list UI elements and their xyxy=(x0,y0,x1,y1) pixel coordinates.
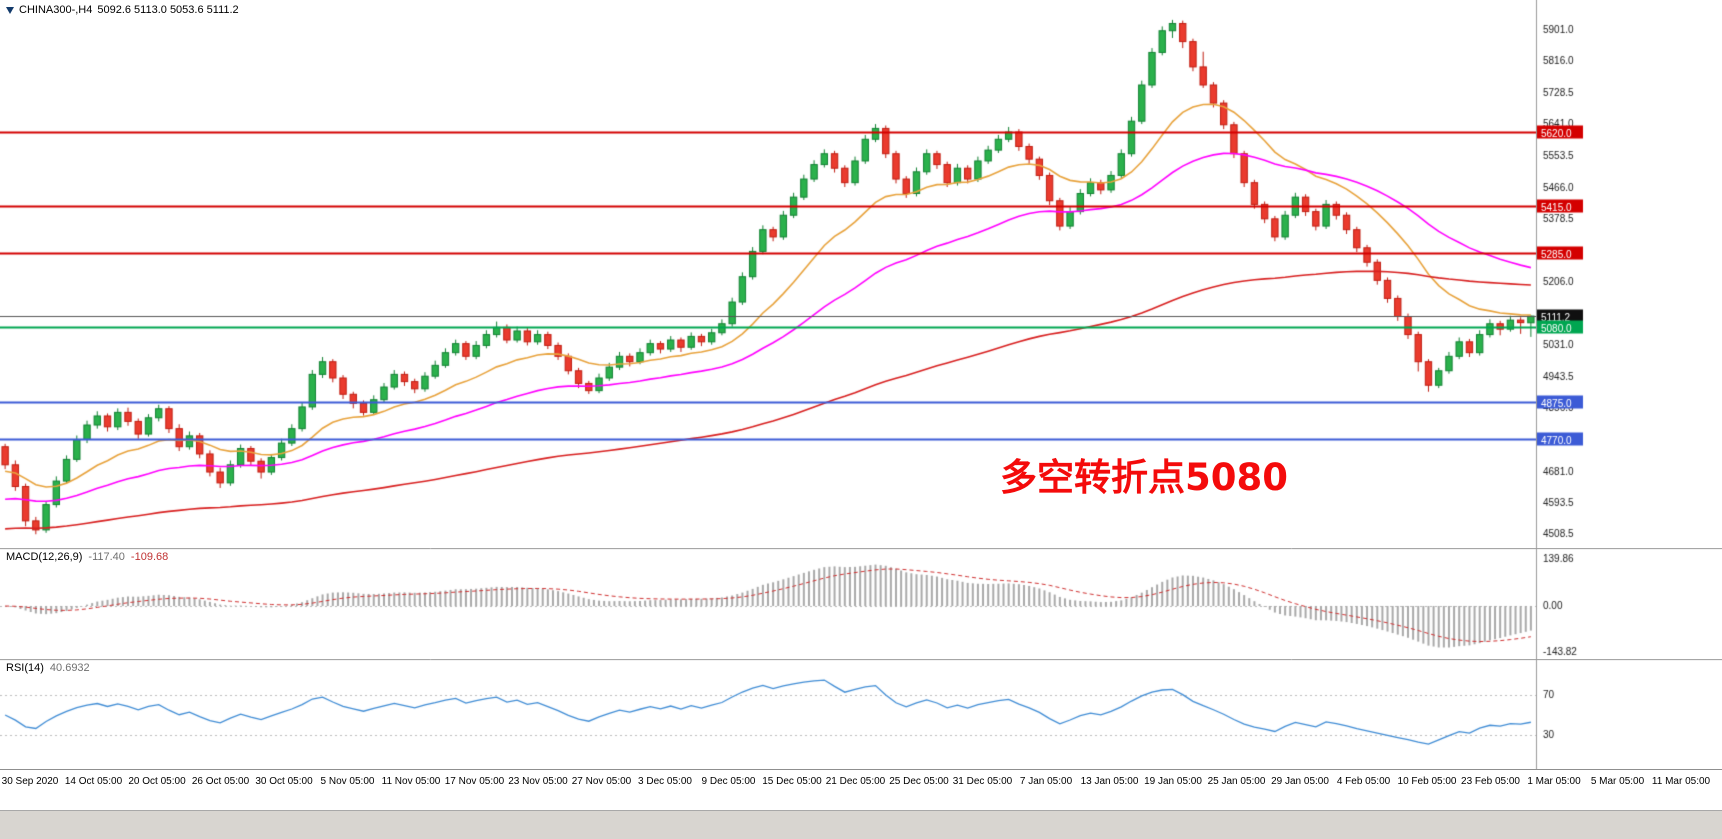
time-label: 29 Jan 05:00 xyxy=(1271,776,1329,787)
macd-canvas[interactable] xyxy=(0,548,1722,659)
time-label: 13 Jan 05:00 xyxy=(1080,776,1139,787)
time-label: 10 Feb 05:00 xyxy=(1397,776,1457,787)
time-label: 31 Dec 05:00 xyxy=(952,776,1013,787)
chart-title: CHINA300-,H4 5092.6 5113.0 5053.6 5111.2 xyxy=(6,5,239,16)
time-label: 27 Nov 05:00 xyxy=(571,776,632,787)
time-label: 25 Dec 05:00 xyxy=(889,776,949,787)
time-label: 23 Nov 05:00 xyxy=(508,776,568,787)
rsi-canvas[interactable] xyxy=(0,659,1722,769)
time-label: 15 Dec 05:00 xyxy=(762,776,822,787)
time-label: 23 Feb 05:00 xyxy=(1461,776,1520,787)
time-label: 9 Dec 05:00 xyxy=(701,776,756,787)
rsi-value: 40.6932 xyxy=(49,662,90,674)
time-label: 30 Sep 2020 xyxy=(1,776,59,787)
time-label: 14 Oct 05:00 xyxy=(64,776,123,787)
time-label: 11 Mar 05:00 xyxy=(1651,776,1711,787)
rsi-name: RSI(14) xyxy=(6,662,44,674)
macd-signal-value: -109.68 xyxy=(130,551,169,563)
time-label: 5 Mar 05:00 xyxy=(1590,776,1645,787)
macd-label: MACD(12,26,9) -117.40 -109.68 xyxy=(6,552,168,563)
time-label: 7 Jan 05:00 xyxy=(1019,776,1073,787)
macd-name: MACD(12,26,9) xyxy=(6,551,83,563)
time-label: 3 Dec 05:00 xyxy=(638,776,692,787)
rsi-panel: RSI(14) 40.6932 xyxy=(0,659,1722,769)
main-chart-panel: CHINA300-,H4 5092.6 5113.0 5053.6 5111.2… xyxy=(0,0,1722,548)
rsi-label: RSI(14) 40.6932 xyxy=(6,663,90,674)
time-label: 5 Nov 05:00 xyxy=(320,776,375,787)
status-bar xyxy=(0,810,1722,839)
time-label: 21 Dec 05:00 xyxy=(825,776,886,787)
time-label: 30 Oct 05:00 xyxy=(255,776,313,787)
annotation-text: 多空转折点5080 xyxy=(1000,456,1288,499)
time-label: 4 Feb 05:00 xyxy=(1336,776,1391,787)
symbol-period-label: CHINA300-,H4 xyxy=(19,4,93,16)
ohlc-values: 5092.6 5113.0 5053.6 5111.2 xyxy=(97,4,239,16)
time-label: 11 Nov 05:00 xyxy=(381,776,441,787)
macd-panel: MACD(12,26,9) -117.40 -109.68 xyxy=(0,548,1722,659)
time-label: 17 Nov 05:00 xyxy=(444,776,505,787)
macd-main-value: -117.40 xyxy=(88,551,125,563)
time-label: 25 Jan 05:00 xyxy=(1207,776,1266,787)
time-label: 26 Oct 05:00 xyxy=(191,776,250,787)
time-label: 20 Oct 05:00 xyxy=(128,776,186,787)
time-label: 19 Jan 05:00 xyxy=(1144,776,1202,787)
symbol-marker-icon xyxy=(6,7,14,14)
candlestick-canvas[interactable] xyxy=(0,0,1722,548)
time-axis[interactable]: 30 Sep 2020 14 Oct 05:00 20 Oct 05:00 26 Oc… xyxy=(0,769,1722,810)
time-label: 1 Mar 05:00 xyxy=(1527,776,1581,787)
